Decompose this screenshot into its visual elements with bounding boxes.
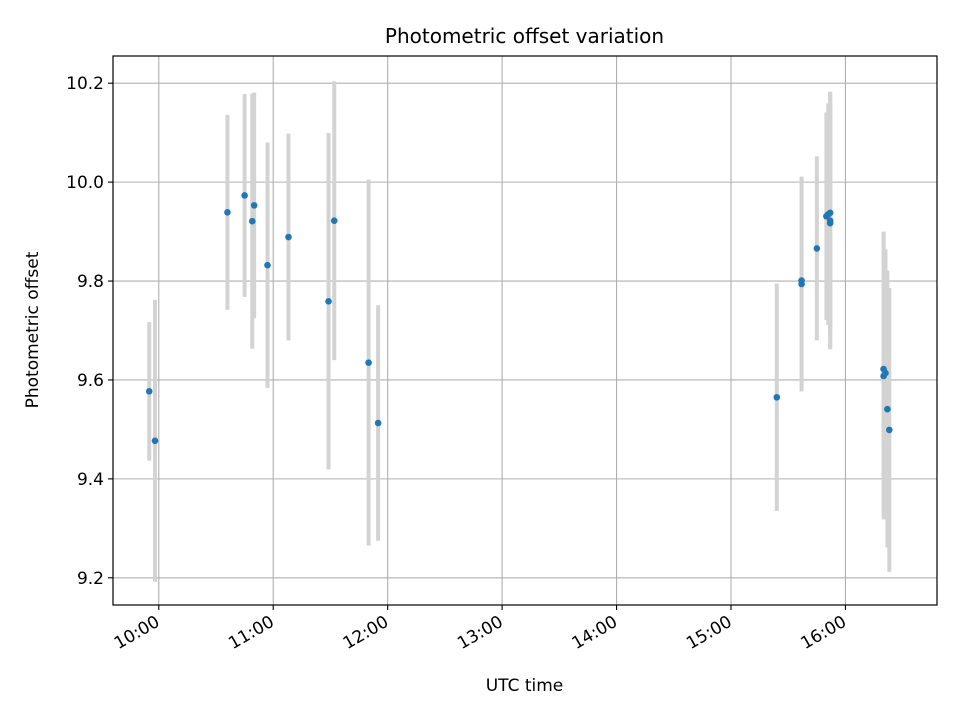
- y-tick-label: 9.2: [77, 569, 104, 589]
- x-axis-title: UTC time: [486, 676, 564, 696]
- data-point: [145, 388, 153, 395]
- data-point: [250, 202, 258, 209]
- data-point: [248, 217, 256, 225]
- data-point: [773, 393, 781, 401]
- y-tick-label: 9.4: [77, 470, 104, 490]
- data-point: [241, 192, 248, 199]
- data-point: [151, 437, 159, 445]
- data-point: [325, 298, 332, 305]
- y-tick-label: 9.8: [77, 272, 104, 292]
- chart-title: Photometric offset variation: [385, 24, 664, 48]
- data-point: [330, 217, 338, 224]
- data-points: [145, 192, 893, 445]
- data-point: [884, 405, 891, 413]
- data-point: [365, 359, 372, 366]
- y-tick-label: 10.2: [66, 74, 104, 94]
- data-point: [264, 261, 271, 269]
- y-tick-label: 10.0: [66, 173, 104, 193]
- data-point: [798, 277, 805, 284]
- data-point: [826, 209, 834, 217]
- data-point: [224, 208, 231, 216]
- data-point: [886, 426, 893, 434]
- data-point: [882, 369, 889, 377]
- data-point: [826, 217, 834, 224]
- data-point: [813, 245, 821, 252]
- y-axis: 9.2 9.4 9.6 9.8 10.0 10.2: [66, 74, 113, 589]
- data-point: [285, 233, 292, 241]
- data-point: [374, 419, 382, 427]
- plot-area-frame: [112, 55, 938, 606]
- y-axis-title: Photometric offset: [23, 251, 43, 408]
- y-tick-label: 9.6: [77, 371, 104, 391]
